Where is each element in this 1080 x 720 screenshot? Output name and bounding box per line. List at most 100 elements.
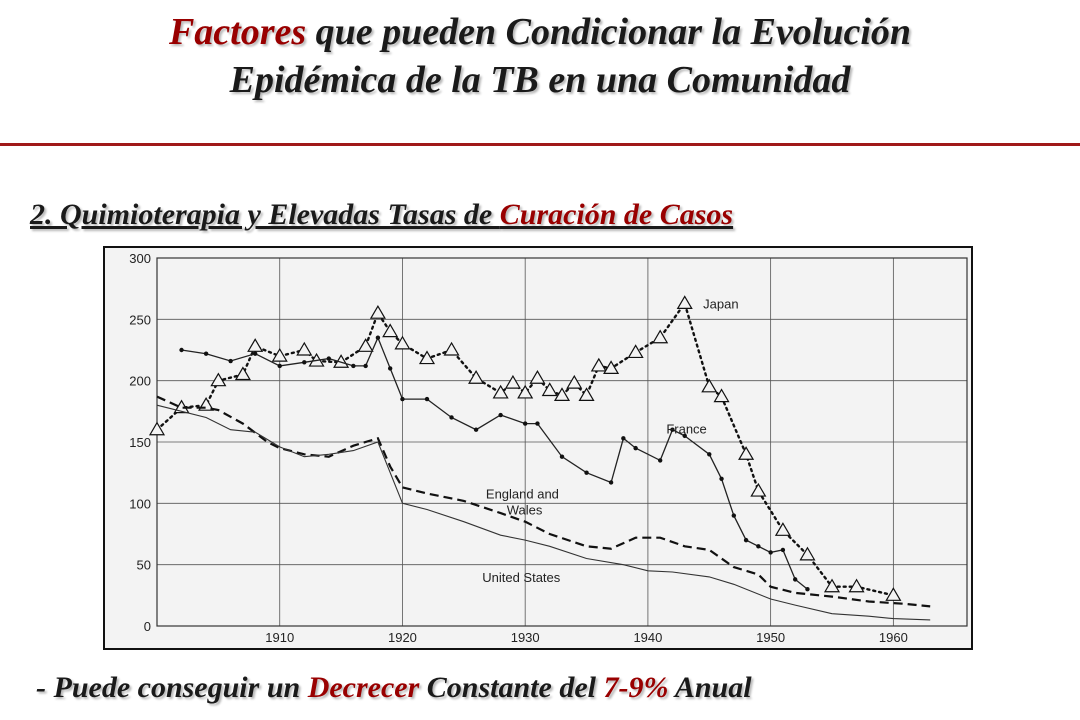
data-point-japan-11 [369, 305, 386, 319]
title-highlight: Factores [168, 11, 307, 53]
x-tick-label-1930: 1930 [511, 630, 540, 645]
footer-highlight-percent: 7-9% [603, 671, 669, 704]
data-point-japan-29 [676, 295, 693, 309]
data-point-japan-12 [382, 323, 399, 338]
y-tick-label-250: 250 [129, 312, 151, 327]
data-point-japan-31 [713, 388, 730, 403]
data-point-france-6 [326, 356, 332, 361]
data-point-france-13 [449, 415, 454, 420]
data-point-france-15 [498, 412, 503, 418]
data-point-france-31 [768, 550, 773, 555]
data-point-france-2 [228, 358, 233, 364]
data-point-france-4 [277, 363, 282, 369]
title-line-1: Factores que pueden Condicionar la Evolu… [0, 8, 1080, 56]
plot-frame [156, 257, 968, 627]
data-point-france-19 [584, 470, 589, 475]
footer-suffix: Anual [668, 671, 752, 704]
series-line-japan [155, 300, 895, 597]
data-point-japan-14 [418, 350, 436, 365]
title-line-2: Epidémica de la TB en una Comunidad [229, 59, 851, 101]
data-point-japan-28 [652, 329, 669, 344]
data-point-japan-10 [357, 338, 374, 352]
data-point-japan-18 [504, 374, 521, 389]
data-point-france-16 [522, 421, 528, 426]
subtitle-highlight: Curación de Casos [499, 198, 734, 231]
data-point-japan-33 [750, 482, 767, 497]
series-label-england-and-wales-1: England and [486, 486, 559, 501]
series-line-united-states [156, 404, 931, 621]
series-label-england-and-wales-2: Wales [507, 502, 543, 517]
data-point-france-33 [792, 577, 798, 582]
data-point-france-3 [252, 351, 258, 356]
data-point-japan-26 [603, 360, 620, 375]
slide-footer: - Puede conseguir un Decrecer Constante … [36, 668, 752, 708]
series-label-united-states: United States [482, 570, 561, 585]
data-point-japan-0 [148, 421, 166, 436]
data-point-france-28 [731, 513, 737, 518]
data-point-france-18 [559, 454, 565, 459]
chart-svg: 0 50 100 150 200 250 300 1910 1920 1930 1940 1950 19… [129, 251, 968, 645]
data-point-japan-15 [443, 341, 460, 356]
series-label-japan: Japan [703, 296, 738, 311]
data-point-france-0 [179, 347, 184, 353]
footer-prefix: - Puede conseguir un [36, 671, 308, 704]
data-point-japan-32 [738, 446, 755, 460]
data-point-japan-19 [517, 384, 534, 399]
data-point-france-11 [400, 396, 405, 402]
data-point-france-29 [743, 537, 749, 543]
data-point-japan-30 [701, 378, 718, 393]
x-tick-label-1940: 1940 [633, 630, 662, 645]
data-point-japan-4 [234, 366, 251, 381]
data-point-japan-16 [468, 370, 485, 384]
chart-series [148, 295, 931, 621]
chart-grid [157, 257, 967, 627]
data-point-france-23 [657, 458, 663, 463]
data-point-japan-36 [823, 578, 841, 593]
data-point-france-22 [633, 445, 638, 451]
data-point-france-8 [363, 363, 368, 369]
data-point-japan-22 [553, 387, 571, 401]
x-tick-label-1950: 1950 [756, 630, 785, 645]
data-point-japan-24 [578, 387, 595, 401]
data-point-japan-27 [627, 344, 644, 359]
series-line-england-and-wales [156, 395, 931, 608]
data-point-japan-6 [271, 347, 288, 362]
data-point-japan-5 [247, 338, 264, 352]
data-point-france-10 [387, 366, 393, 371]
data-point-france-27 [719, 476, 724, 481]
data-point-france-26 [707, 452, 712, 457]
y-tick-label-200: 200 [129, 374, 151, 389]
slide-subtitle: 2. Quimioterapia y Elevadas Tasas de Cur… [30, 195, 733, 235]
data-point-japan-17 [492, 384, 509, 399]
subtitle-prefix: 2. Quimioterapia y Elevadas Tasas de [30, 198, 500, 231]
x-tick-label-1910: 1910 [265, 630, 294, 645]
data-point-japan-13 [394, 335, 411, 350]
data-point-france-32 [780, 547, 786, 553]
series-label-france: France [666, 421, 706, 436]
data-point-france-20 [608, 480, 614, 485]
y-tick-label-50: 50 [137, 558, 151, 573]
data-point-france-24 [670, 427, 675, 432]
title-divider [0, 143, 1080, 146]
data-point-france-25 [682, 433, 687, 439]
data-point-france-1 [203, 351, 209, 356]
data-point-france-17 [535, 421, 540, 426]
x-tick-label-1920: 1920 [388, 630, 417, 645]
data-point-japan-23 [566, 374, 583, 389]
data-point-france-7 [351, 363, 356, 369]
data-point-japan-37 [848, 578, 865, 593]
data-point-japan-7 [296, 341, 313, 356]
footer-highlight-decrecer: Decrecer [307, 671, 420, 704]
y-tick-label-0: 0 [144, 619, 151, 634]
data-point-japan-35 [799, 546, 816, 561]
data-point-france-12 [424, 396, 430, 402]
data-point-france-14 [473, 427, 479, 432]
chart-axes: 0 50 100 150 200 250 300 1910 1920 1930 1940 1950 19… [129, 251, 968, 645]
series-line-france [181, 336, 808, 590]
y-tick-label-150: 150 [129, 435, 151, 450]
data-point-france-9 [375, 335, 381, 340]
data-point-japan-20 [529, 370, 546, 384]
data-point-france-30 [756, 544, 761, 549]
data-point-japan-34 [774, 522, 791, 536]
